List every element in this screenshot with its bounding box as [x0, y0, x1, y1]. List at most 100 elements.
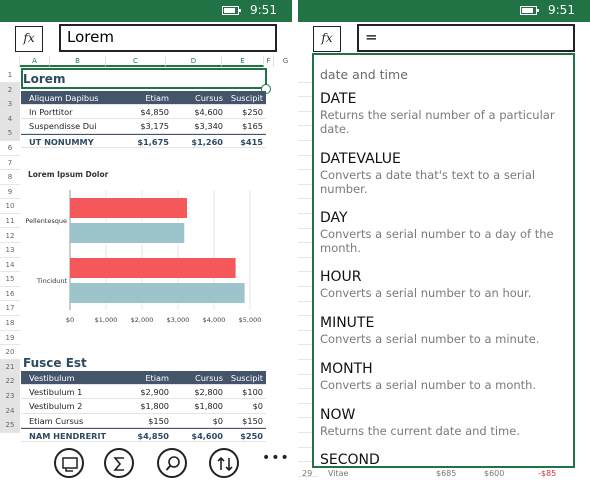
row-header[interactable]: 19	[0, 331, 20, 346]
table-cell[interactable]: Vestibulum 1	[29, 387, 83, 398]
row-header	[298, 316, 318, 331]
table-cell[interactable]: $165	[242, 121, 263, 132]
selection-handle[interactable]	[261, 84, 271, 94]
total-cell[interactable]: UT NONUMMY	[29, 136, 94, 147]
corner-cell	[0, 56, 20, 67]
row-header[interactable]: 21	[0, 359, 20, 375]
table-cell[interactable]: $4,850	[140, 107, 169, 118]
table-row[interactable]: Suspendisse Dui $3,175 $3,340 $165	[21, 119, 266, 134]
table-cell[interactable]: $150	[242, 415, 263, 426]
function-item-minute[interactable]: MINUTE Converts a serial number to a minu…	[320, 315, 570, 346]
row-header[interactable]: 10	[0, 199, 20, 214]
search-icon	[165, 456, 180, 471]
table-cell[interactable]: In Porttitor	[29, 107, 73, 118]
table-cell[interactable]: $250	[242, 107, 263, 118]
row-header[interactable]: 12	[0, 229, 20, 244]
row-header	[298, 199, 318, 214]
x-tick-label: $2,000	[131, 316, 154, 324]
function-item-day[interactable]: DAY Converts a serial number to a day of …	[320, 210, 570, 255]
table-cell[interactable]: $1,800	[194, 401, 223, 412]
total-cell[interactable]: $4,850	[137, 430, 169, 441]
table-row[interactable]: Vestibulum 1 $2,900 $2,800 $100	[21, 385, 266, 400]
row-header[interactable]: 2	[0, 82, 20, 98]
table-row[interactable]: In Porttitor $4,850 $4,600 $250	[21, 105, 266, 120]
table-cell[interactable]: $4,600	[194, 107, 223, 118]
row-header[interactable]: 16	[0, 287, 20, 302]
bar-pellentesque-series-2	[70, 223, 185, 243]
table-total-row[interactable]: UT NONUMMY $1,675 $1,260 $415	[21, 133, 266, 148]
find-button[interactable]	[157, 448, 187, 478]
function-item-date[interactable]: DATE Returns the serial number of a parti…	[320, 91, 570, 136]
row-header[interactable]: 25	[0, 418, 20, 433]
column-header-f[interactable]: F	[264, 56, 274, 67]
formula-input[interactable]: Lorem	[59, 24, 277, 52]
table-cell[interactable]: $2,900	[140, 387, 169, 398]
table-cell[interactable]: Vestibulum 2	[29, 401, 83, 412]
row-header[interactable]: 9	[0, 185, 20, 200]
row-header[interactable]: 24	[0, 403, 20, 419]
formula-input[interactable]: =	[357, 24, 575, 52]
table-cell[interactable]: $1,800	[140, 401, 169, 412]
column-header-d[interactable]: D	[166, 56, 222, 67]
cell-value: $600	[484, 469, 505, 478]
row-header[interactable]: 3	[0, 97, 20, 112]
bar-chart[interactable]: $0 $1,000 $2,000 $3,000 $4,000 $5,000 Pellente…	[20, 182, 270, 332]
total-cell[interactable]: $415	[240, 136, 263, 147]
total-cell[interactable]: $1,675	[137, 136, 169, 147]
table-cell[interactable]: $3,175	[140, 121, 169, 132]
row-header[interactable]: 14	[0, 258, 20, 273]
row-header[interactable]: 15	[0, 272, 20, 287]
insert-function-button[interactable]: fx	[15, 26, 43, 52]
row-header[interactable]: 1	[0, 68, 20, 83]
insert-function-button[interactable]: fx	[313, 26, 341, 52]
row-header[interactable]: 11	[0, 214, 20, 229]
table-total-row[interactable]: NAM HENDRERIT $4,850 $4,600 $250	[21, 427, 266, 442]
function-item-datevalue[interactable]: DATEVALUE Converts a date that's text to …	[320, 151, 570, 196]
row-header[interactable]: 22	[0, 374, 20, 389]
column-header-c[interactable]: C	[106, 56, 166, 67]
row-header[interactable]: 5	[0, 126, 20, 141]
table-cell[interactable]: $3,340	[194, 121, 223, 132]
table-cell[interactable]: $0	[252, 401, 263, 412]
row-header	[298, 404, 318, 419]
column-header-a[interactable]: A	[20, 56, 50, 67]
function-item-now[interactable]: NOW Returns the current date and time.	[320, 407, 570, 438]
column-header-e[interactable]: E	[222, 56, 264, 67]
column-header-g[interactable]: G	[274, 56, 292, 67]
row-header[interactable]: 4	[0, 111, 20, 127]
row-header[interactable]: 17	[0, 301, 20, 317]
column-header-b[interactable]: B	[50, 56, 106, 67]
function-autocomplete-list[interactable]: date and time DATE Returns the serial num…	[312, 53, 575, 468]
total-cell[interactable]: $4,600	[191, 430, 223, 441]
selected-cell[interactable]	[21, 68, 267, 89]
table-cell[interactable]: Suspendisse Dui	[29, 121, 97, 132]
row-header[interactable]: 23	[0, 389, 20, 404]
x-tick-label: $5,000	[239, 316, 262, 324]
table-cell[interactable]: $2,800	[194, 387, 223, 398]
row-header[interactable]: 13	[0, 243, 20, 258]
table-cell[interactable]: $100	[242, 387, 263, 398]
autosum-button[interactable]	[104, 448, 134, 478]
row-header[interactable]: 18	[0, 316, 20, 331]
function-item-month[interactable]: MONTH Converts a serial number to a month…	[320, 361, 570, 392]
row-header[interactable]: 8	[0, 170, 20, 185]
total-cell[interactable]: $250	[240, 430, 263, 441]
table-header-row: Aliquam Dapibus Etiam Cursus Suscipit	[21, 91, 266, 106]
sort-button[interactable]	[209, 448, 239, 478]
total-cell[interactable]: NAM HENDRERIT	[29, 430, 107, 441]
row-header	[298, 112, 318, 127]
more-button[interactable]: •••	[262, 450, 290, 466]
row-header[interactable]: 20	[0, 345, 20, 360]
table-row[interactable]: Etiam Cursus $150 $0 $150	[21, 414, 266, 428]
function-item-hour[interactable]: HOUR Converts a serial number to an hour.	[320, 269, 570, 300]
table-cell[interactable]: $150	[148, 415, 169, 426]
function-item-second[interactable]: SECOND	[320, 452, 570, 466]
row-header[interactable]: 6	[0, 141, 20, 156]
table-cell[interactable]: $0	[212, 415, 223, 426]
column-header-label: Cursus	[195, 373, 223, 383]
sheets-button[interactable]	[54, 448, 84, 478]
row-header[interactable]: 7	[0, 156, 20, 171]
table-cell[interactable]: Etiam Cursus	[29, 415, 84, 426]
table-row[interactable]: Vestibulum 2 $1,800 $1,800 $0	[21, 399, 266, 414]
total-cell[interactable]: $1,260	[191, 136, 223, 147]
